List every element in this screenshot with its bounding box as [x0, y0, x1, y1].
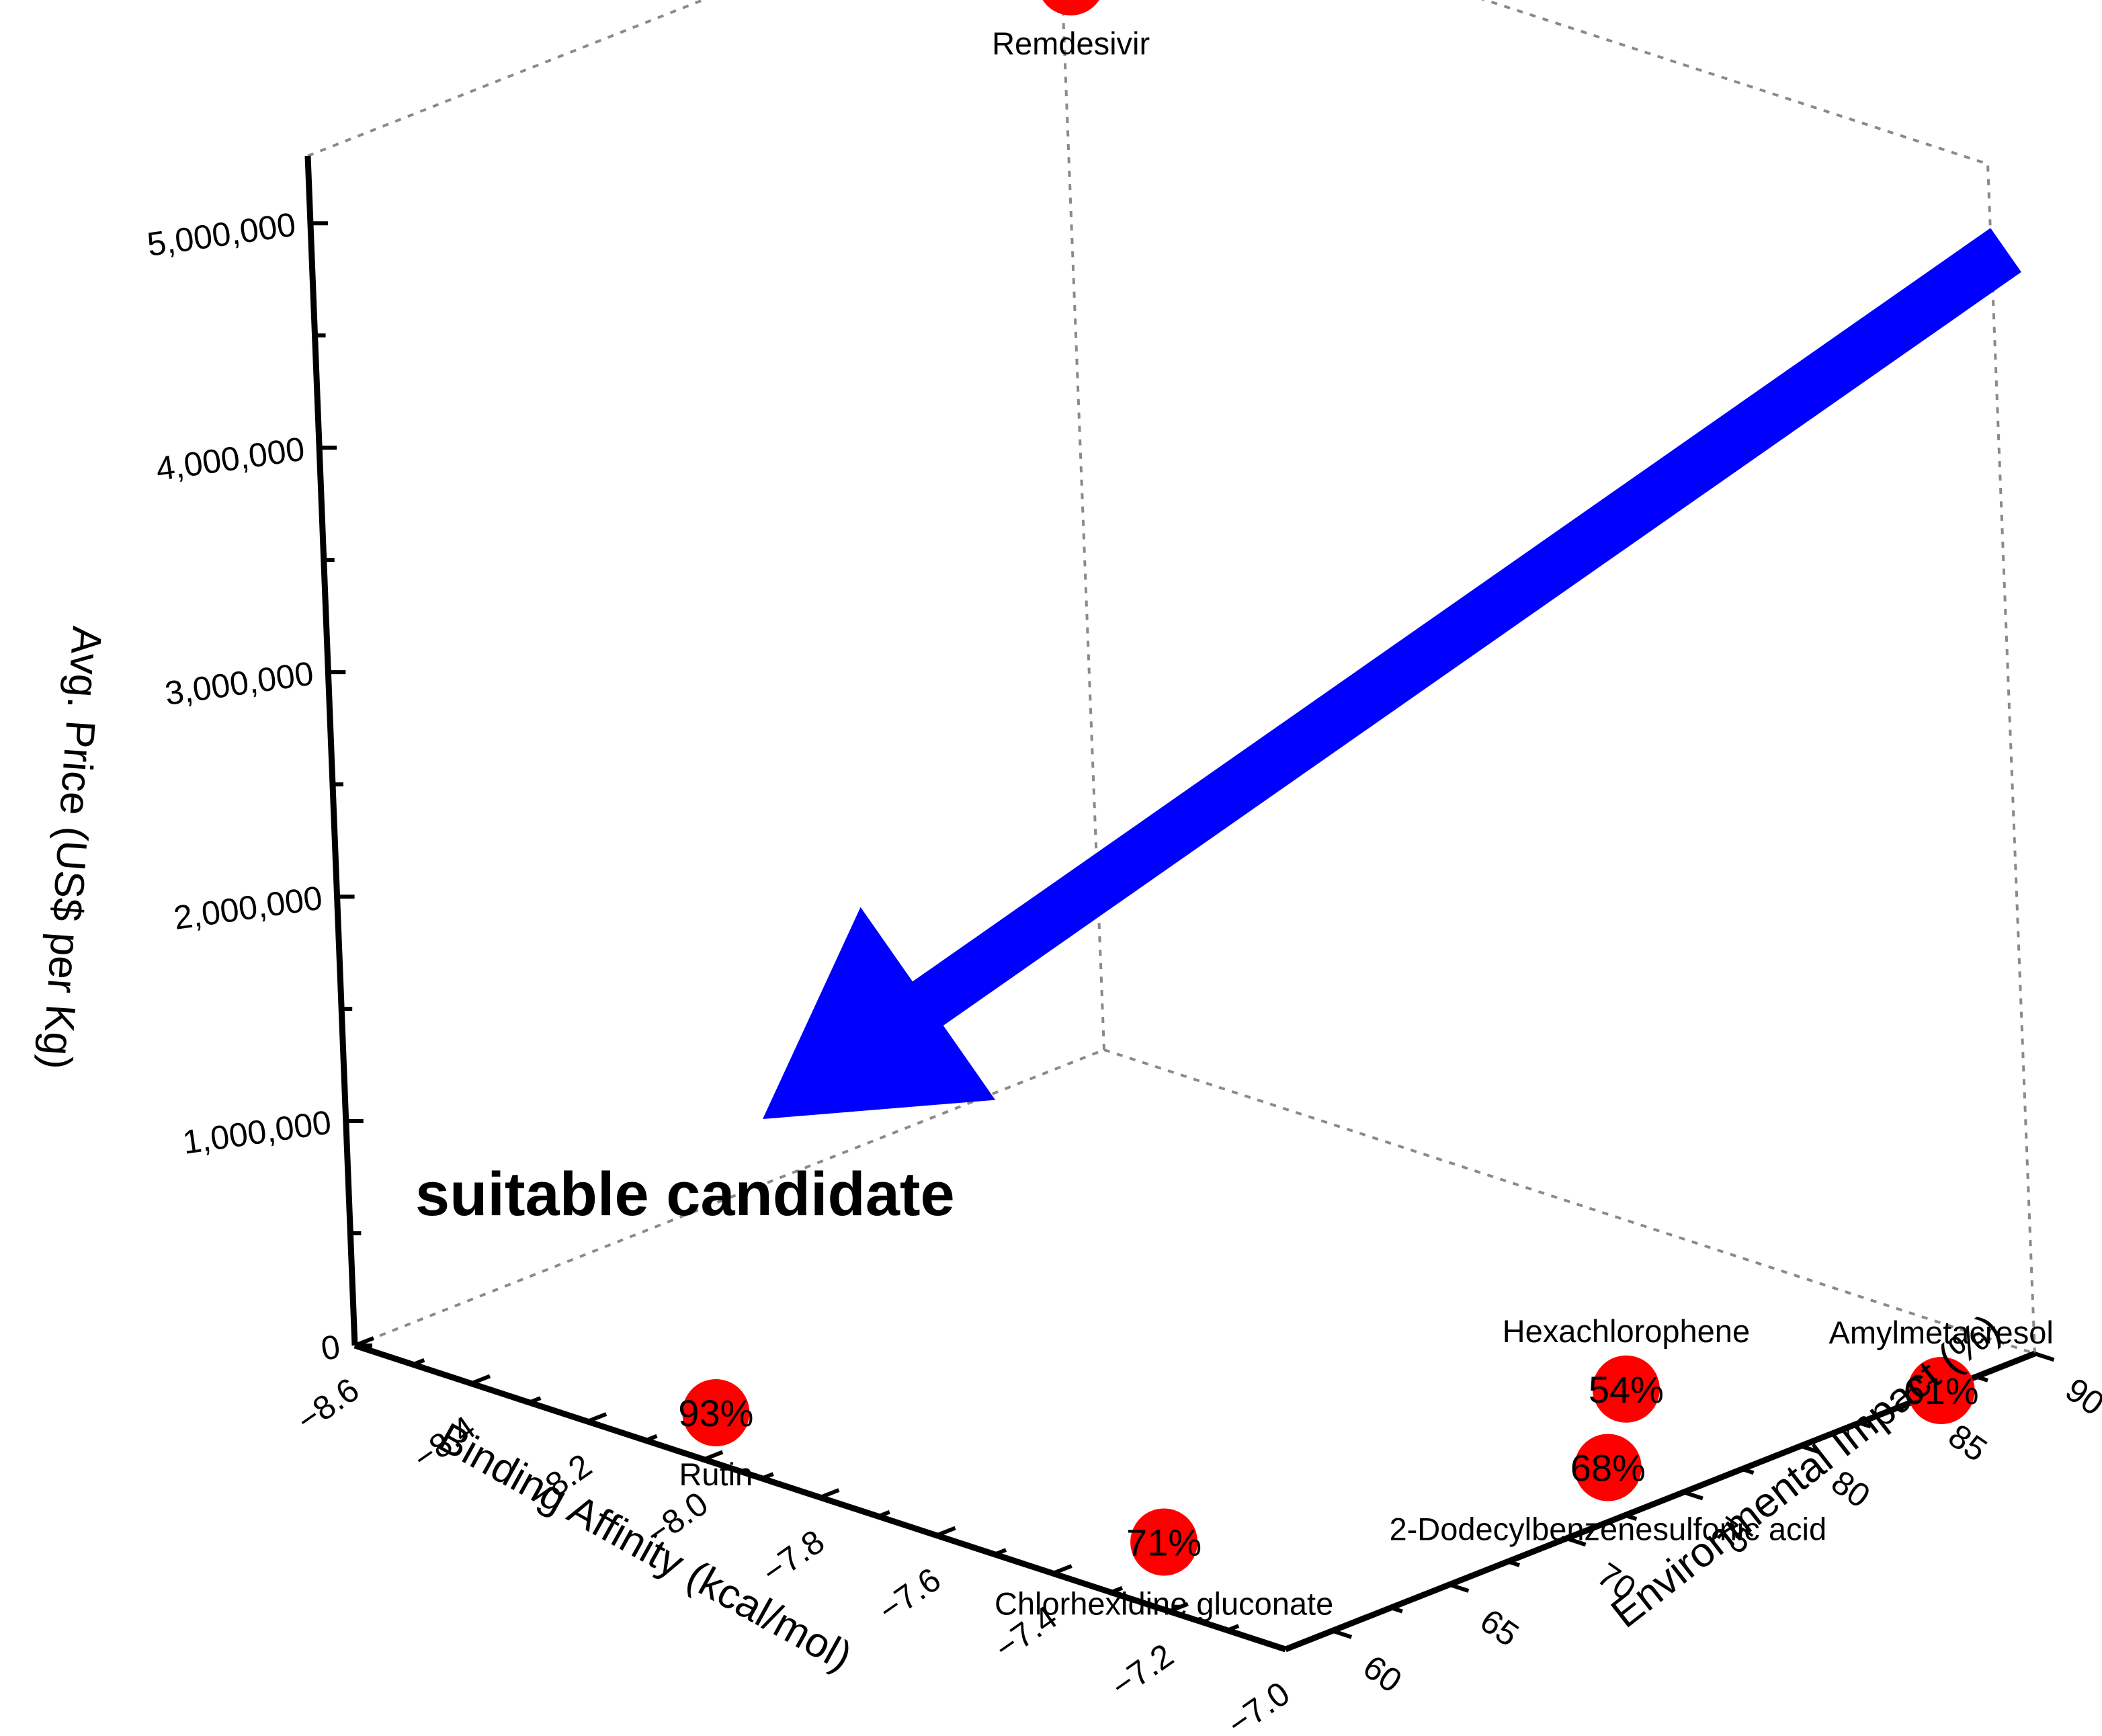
y-tick [1975, 1374, 1988, 1382]
y-tick [1858, 1421, 1872, 1429]
x-tick [470, 1374, 491, 1386]
data-point: 68% 2-Dodecylbenzenesulfonic acid [1390, 1434, 1827, 1547]
y-tick [1507, 1559, 1521, 1567]
x-tick-label: −8.6 [290, 1370, 366, 1439]
point-percent-label: 43% [1034, 0, 1109, 3]
y-tick [1331, 1628, 1353, 1639]
frame-edge [1061, 0, 1105, 1050]
y-tick [1624, 1513, 1638, 1522]
x-tick-label: −7.2 [1104, 1637, 1180, 1705]
z-tick-label: 2,000,000 [171, 879, 325, 937]
y-tick-label: 85 [1941, 1417, 1994, 1469]
point-name-label: Rutin [679, 1456, 753, 1492]
frame-edge [1103, 1048, 2035, 1355]
x-tick [1284, 1640, 1306, 1651]
x-tick [587, 1412, 607, 1423]
x-tick [353, 1336, 375, 1348]
point-name-label: Chlorhexidine gluconate [995, 1585, 1333, 1621]
point-name-label: Amylmetacresol [1828, 1315, 2053, 1350]
x-tick [644, 1434, 658, 1443]
point-name-label: Remdesivir [992, 26, 1150, 61]
point-percent-label: 61% [1904, 1370, 1979, 1412]
x-tick-label: −7.6 [872, 1561, 948, 1629]
y-tick-label: 65 [1474, 1602, 1526, 1654]
point-percent-label: 71% [1126, 1521, 1202, 1563]
point-marker [1907, 1357, 1975, 1424]
y-tick [1448, 1582, 1470, 1593]
point-name-label: 2-Dodecylbenzenesulfonic acid [1390, 1512, 1827, 1547]
tick-labels: 0 1,000,000 2,000,000 3,000,000 4,000,000 5,0… [144, 206, 2102, 1736]
point-percent-label: 68% [1570, 1447, 1646, 1489]
point-name-label: Hexachlorophene [1503, 1313, 1750, 1349]
annotation: suitable candidate [415, 228, 2021, 1229]
z-tick-label: 4,000,000 [154, 430, 307, 488]
point-marker [682, 1379, 750, 1446]
x-tick [935, 1526, 956, 1538]
data-point: 54% Hexachlorophene [1503, 1313, 1750, 1423]
tick-marks [310, 221, 2055, 1651]
y-axis-title: Environmental Impact (%) [1603, 1305, 2009, 1637]
frame-edge [307, 0, 707, 157]
z-axis-line [304, 155, 358, 1346]
x-tick [994, 1548, 1007, 1557]
x-tick [877, 1510, 890, 1519]
z-tick-label: 0 [319, 1327, 342, 1367]
frame-edge [1986, 163, 2036, 1354]
x-tick [819, 1488, 840, 1499]
data-point: 61% Amylmetacresol [1828, 1315, 2054, 1424]
y-tick-label: 90 [2059, 1370, 2102, 1423]
z-tick-label: 3,000,000 [163, 655, 316, 712]
y-tick [1390, 1606, 1403, 1614]
x-tick [1168, 1602, 1189, 1614]
y-tick [1683, 1490, 1704, 1501]
x-tick-label: −7.8 [755, 1522, 831, 1591]
point-percent-label: 54% [1589, 1368, 1664, 1411]
x-tick [1226, 1624, 1240, 1632]
x-tick [761, 1472, 774, 1481]
z-tick-label: 1,000,000 [180, 1103, 333, 1161]
frame-edge [1480, 0, 1988, 165]
y-tick [1741, 1467, 1755, 1475]
point-marker [1574, 1434, 1642, 1501]
x-tick [1052, 1564, 1073, 1575]
x-tick [703, 1450, 724, 1462]
data-point: 71% Chlorhexidine gluconate [995, 1508, 1333, 1621]
suitable-candidate-label: suitable candidate [415, 1160, 955, 1229]
z-tick-label: 5,000,000 [144, 206, 298, 263]
x-tick [528, 1396, 542, 1405]
y-tick [2034, 1352, 2055, 1362]
x-tick-label: −7.0 [1220, 1674, 1296, 1736]
y-tick [1800, 1444, 1821, 1454]
data-point: 43% Remdesivir [992, 0, 1150, 61]
point-percent-label: 93% [678, 1392, 753, 1434]
y-tick-label: 60 [1356, 1648, 1409, 1700]
suitable-candidate-arrow [763, 228, 2021, 1120]
data-point: 93% Rutin [678, 1379, 753, 1492]
point-marker [1130, 1508, 1198, 1576]
data-points: 43% Remdesivir 93% Rutin 71% Chlorhexidine gl… [678, 0, 2054, 1621]
point-marker [1592, 1355, 1660, 1423]
z-axis-title: Avg. Price (US$ per Kg) [33, 625, 110, 1071]
y-tick [1566, 1536, 1587, 1547]
x-tick [412, 1358, 425, 1367]
box-frame [307, 0, 2036, 1355]
point-marker [1042, 0, 1099, 15]
x-tick [1110, 1585, 1124, 1595]
